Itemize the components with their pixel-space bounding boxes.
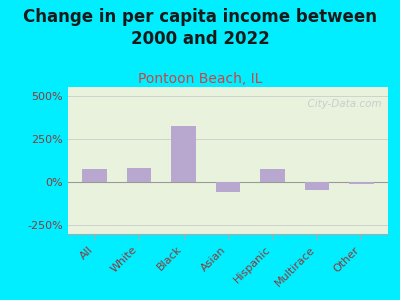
Text: Pontoon Beach, IL: Pontoon Beach, IL: [138, 72, 262, 86]
Bar: [82, 169, 107, 182]
Bar: [349, 182, 374, 184]
Bar: [216, 182, 240, 193]
Text: City-Data.com: City-Data.com: [301, 99, 382, 109]
Bar: [127, 168, 151, 182]
Bar: [260, 169, 285, 182]
Bar: [305, 182, 329, 190]
Text: Change in per capita income between
2000 and 2022: Change in per capita income between 2000…: [23, 8, 377, 48]
Bar: [171, 126, 196, 182]
